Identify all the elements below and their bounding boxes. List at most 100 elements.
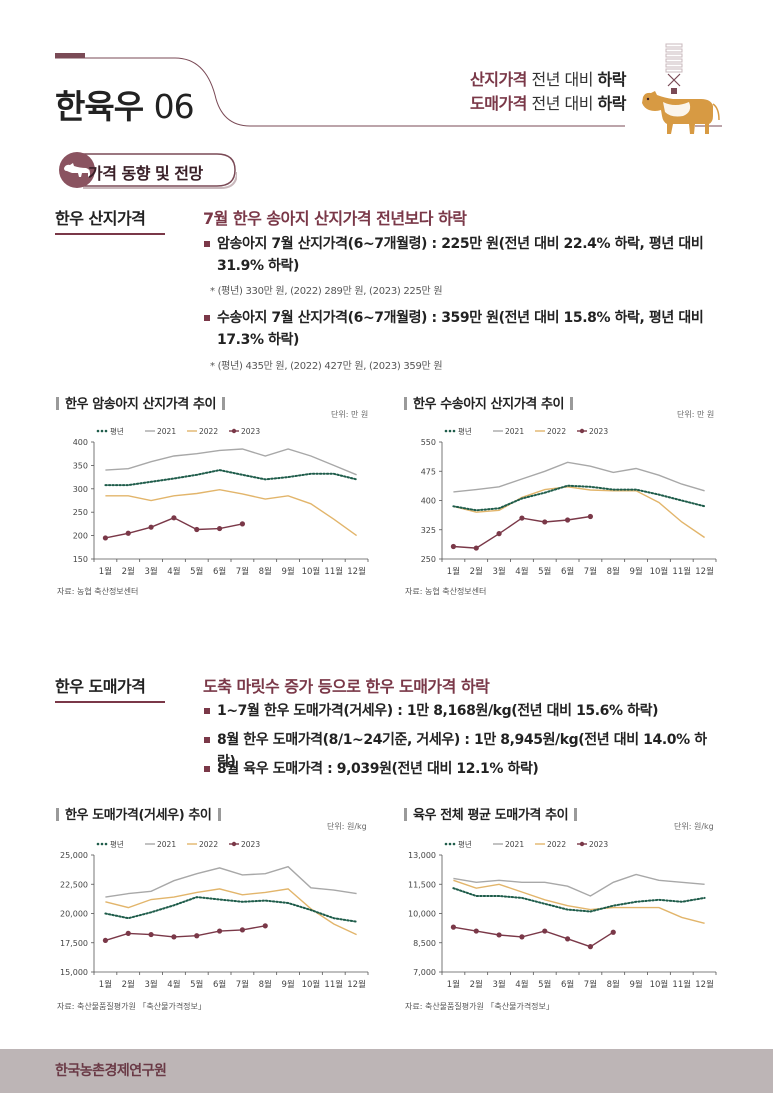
section1-headline: 7월 한우 송아지 산지가격 전년보다 하락 [203,209,467,228]
y-tick-label: 20,000 [60,910,88,919]
series-line-2022 [453,879,705,924]
y-tick-label: 13,000 [408,851,436,860]
chart4-title: 육우 전체 평균 도매가격 추이 [398,804,583,823]
legend-item-2023: 2023 [229,840,260,849]
x-tick-label: 3월 [492,979,505,990]
section2-underline [55,701,165,703]
svg-text:2023: 2023 [589,427,608,436]
legend-item-avg: 평년 [96,839,124,849]
data-point-2023 [102,535,109,541]
y-tick-label: 200 [73,532,88,541]
legend-item-2021: 2021 [493,427,524,436]
x-tick-label: 10월 [302,566,321,577]
data-point-2023 [473,928,479,934]
legend-item-2021: 2021 [145,427,176,436]
x-tick-label: 11월 [324,979,343,990]
data-point-2023 [450,924,457,930]
x-tick-label: 11월 [672,979,691,990]
x-tick-label: 3월 [144,979,157,990]
y-tick-label: 150 [73,555,88,564]
svg-text:2021: 2021 [157,427,176,436]
y-tick-label: 400 [421,497,436,506]
chart4-source: 자료: 축산물품질평가원 「축산물가격정보」 [405,1002,554,1011]
series-line-avg [104,469,358,487]
series-line-2022 [105,488,358,537]
y-tick-label: 25,000 [60,851,88,860]
section2-bullet-1: 1~7월 한우 도매가격(거세우) : 1만 8,168원/kg(전년 대비 1… [204,700,724,722]
x-tick-label: 1월 [447,979,460,990]
x-tick-label: 11월 [672,566,691,577]
section2-bullet-2: 8월 한우 도매가격(8/1~24기준, 거세우) : 1만 8,945원/kg… [204,729,724,773]
data-point-2023 [148,931,154,938]
x-tick-label: 6월 [561,979,574,990]
chart3-area: 15,000 17,500 20,000 22,500 25,000 1월 2월 3월 4월 5월… [60,839,369,990]
x-tick-label: 2월 [470,566,483,577]
section2-title: 한우 도매가격 [55,677,146,696]
svg-text:2023: 2023 [241,427,260,436]
legend-item-2023: 2023 [577,427,608,436]
svg-text:2022: 2022 [199,427,218,436]
x-tick-label: 6월 [213,979,226,990]
svg-text:2021: 2021 [157,840,176,849]
footer-org-label: 한국농촌경제연구원 [55,1063,167,1079]
x-tick-label: 8월 [259,566,272,577]
x-tick-label: 9월 [629,979,642,990]
x-tick-label: 12월 [347,979,366,990]
svg-text:평년: 평년 [110,839,124,849]
cow-icon [642,43,720,134]
x-tick-label: 9월 [281,979,294,990]
data-point-2023 [239,927,246,933]
x-tick-label: 7월 [584,979,597,990]
x-tick-label: 5월 [190,979,203,990]
legend-item-2022: 2022 [535,840,566,849]
y-tick-label: 22,500 [60,880,88,889]
series-line-2021 [453,873,705,897]
x-tick-label: 4월 [167,979,180,990]
data-point-2023 [542,519,548,525]
x-tick-label: 5월 [190,566,203,577]
x-tick-label: 1월 [447,566,460,577]
legend-item-2021: 2021 [145,840,176,849]
legend-item-2023: 2023 [577,840,608,849]
x-tick-label: 11월 [324,566,343,577]
chart4-area: 7,000 8,500 10,000 11,500 13,000 1월 2월 3월 4월 5월 6월… [408,839,717,990]
x-tick-label: 2월 [470,979,483,990]
series-line-2021 [453,461,705,493]
legend-item-avg: 평년 [444,839,472,849]
svg-text:2021: 2021 [505,427,524,436]
svg-text:평년: 평년 [458,426,472,436]
svg-text:2023: 2023 [589,840,608,849]
svg-text:2021: 2021 [505,840,524,849]
y-tick-label: 8,500 [413,939,436,948]
legend-item-2022: 2022 [187,427,218,436]
series-line-avg [452,887,706,913]
legend-item-avg: 평년 [444,426,472,436]
x-tick-label: 4월 [167,566,180,577]
series-line-2023 [105,925,266,942]
series-line-2023 [453,926,614,948]
data-point-2023 [262,923,268,929]
y-tick-label: 300 [73,485,88,494]
x-tick-label: 7월 [236,566,249,577]
y-tick-label: 550 [421,438,436,447]
y-tick-label: 10,000 [408,910,436,919]
section1-note-1: * (평년) 330만 원, (2022) 289만 원, (2023) 225… [210,286,443,297]
svg-text:2022: 2022 [199,840,218,849]
section1-title: 한우 산지가격 [55,209,146,228]
data-point-2023 [610,929,616,935]
chart4-unit: 단위: 원/kg [674,822,714,831]
data-point-2023 [542,928,548,934]
data-point-2023 [473,545,479,551]
data-point-2023 [496,531,502,537]
svg-text:2022: 2022 [547,427,566,436]
x-tick-label: 3월 [492,566,505,577]
chart3-unit: 단위: 원/kg [327,822,367,831]
chart1-unit: 단위: 만 원 [331,410,369,419]
x-tick-label: 8월 [607,566,620,577]
data-point-2023 [564,517,571,523]
x-tick-label: 1월 [99,979,112,990]
chart3-title: 한우 도매가격(거세우) 추이 [50,804,227,823]
series-line-2021 [105,448,357,476]
badge-label: 가격 동향 및 전망 [88,164,203,183]
data-point-2023 [148,524,154,530]
